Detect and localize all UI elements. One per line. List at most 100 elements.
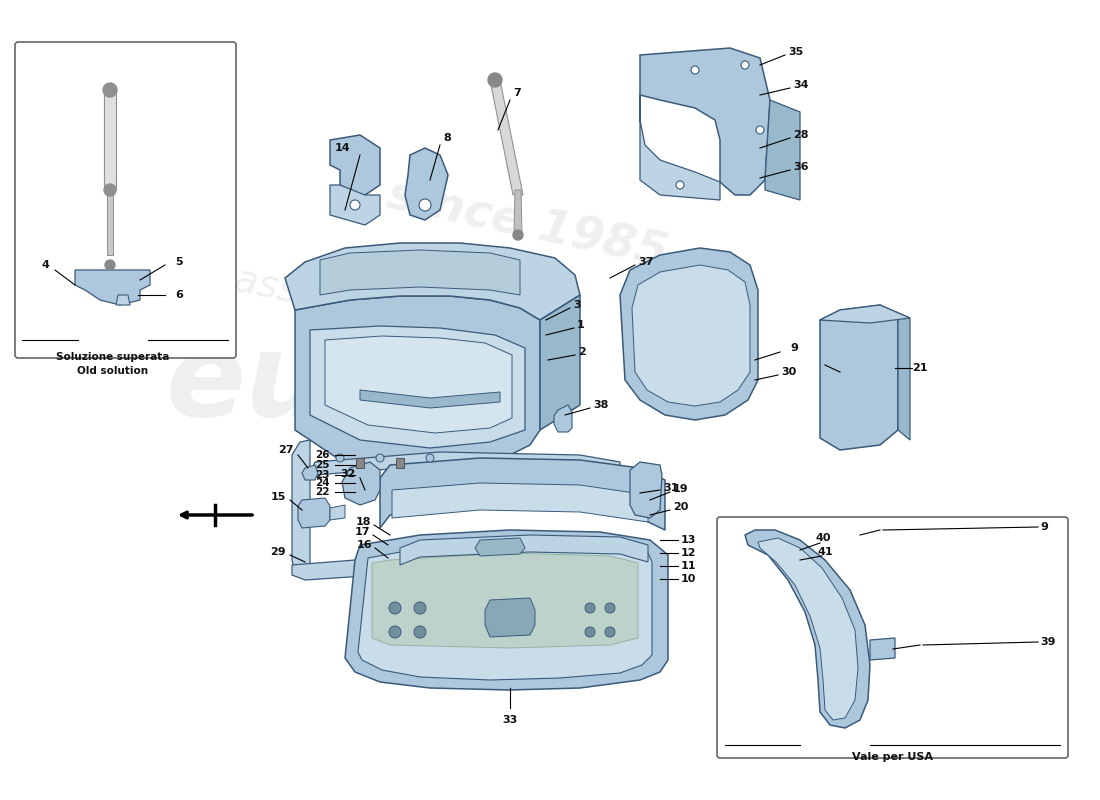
Text: 36: 36 [793,162,808,172]
Polygon shape [640,95,720,200]
Text: 9: 9 [1040,522,1048,532]
Polygon shape [342,462,380,505]
Polygon shape [870,638,895,660]
Circle shape [676,181,684,189]
Text: 22: 22 [316,487,330,497]
Polygon shape [107,190,113,255]
Text: 38: 38 [593,400,608,410]
Circle shape [414,626,426,638]
Polygon shape [330,505,345,520]
Circle shape [513,230,522,240]
Text: 17: 17 [354,527,370,537]
Polygon shape [758,538,858,720]
Text: 18: 18 [355,517,371,527]
Polygon shape [330,185,380,225]
Text: 20: 20 [673,502,689,512]
Polygon shape [324,336,512,433]
Text: 37: 37 [638,257,653,267]
Text: 6: 6 [175,290,183,300]
Text: 9: 9 [790,343,798,353]
Text: 39: 39 [1040,637,1056,647]
Polygon shape [295,296,540,470]
Polygon shape [745,530,870,728]
Polygon shape [310,452,620,475]
Text: 34: 34 [793,80,808,90]
Polygon shape [880,305,910,440]
Circle shape [585,627,595,637]
Polygon shape [764,100,800,200]
Circle shape [419,199,431,211]
Polygon shape [116,295,130,305]
Text: 26: 26 [316,450,330,460]
Text: 19: 19 [673,484,689,494]
Polygon shape [372,553,638,648]
Polygon shape [360,390,500,408]
Polygon shape [379,458,666,530]
Text: a passion for parts: a passion for parts [170,248,534,360]
Polygon shape [396,458,404,468]
Polygon shape [485,598,535,637]
Polygon shape [298,498,330,528]
Text: 28: 28 [793,130,808,140]
Circle shape [585,603,595,613]
Text: 5: 5 [175,257,183,267]
Circle shape [488,73,502,87]
Polygon shape [820,305,898,450]
Polygon shape [620,248,758,420]
Text: 21: 21 [912,363,927,373]
Polygon shape [345,530,668,690]
Polygon shape [405,148,448,220]
Polygon shape [392,483,648,522]
Polygon shape [632,265,750,406]
Polygon shape [400,535,648,565]
Polygon shape [330,135,380,195]
Polygon shape [285,243,580,320]
Text: Vale per USA: Vale per USA [851,752,933,762]
Circle shape [756,126,764,134]
Circle shape [350,200,360,210]
Text: 35: 35 [788,47,803,57]
Text: 40: 40 [816,533,832,543]
Polygon shape [514,190,522,235]
Polygon shape [75,270,150,305]
Polygon shape [356,458,364,468]
Polygon shape [820,305,910,323]
Polygon shape [292,558,379,580]
Text: 4: 4 [41,260,48,270]
Polygon shape [540,295,580,430]
Text: 12: 12 [681,548,696,558]
Text: Old solution: Old solution [77,366,148,376]
Polygon shape [104,90,116,190]
Text: 1: 1 [578,320,585,330]
Circle shape [414,602,426,614]
Text: since 1985: since 1985 [384,172,672,276]
Text: 13: 13 [681,535,696,545]
Polygon shape [302,465,318,480]
Polygon shape [490,80,522,195]
Text: 30: 30 [781,367,796,377]
Circle shape [426,454,434,462]
Text: 3: 3 [573,300,581,310]
Polygon shape [292,440,310,575]
Text: 33: 33 [503,715,518,725]
Text: 7: 7 [513,88,520,98]
Text: euroc: euroc [165,326,539,442]
Polygon shape [320,250,520,295]
Circle shape [103,83,117,97]
Circle shape [336,454,344,462]
Text: 41: 41 [818,547,834,557]
Text: 11: 11 [681,561,696,571]
Text: 8: 8 [443,133,451,143]
FancyBboxPatch shape [15,42,236,358]
Circle shape [376,454,384,462]
Circle shape [389,602,402,614]
Text: 2: 2 [578,347,585,357]
Circle shape [605,627,615,637]
Circle shape [104,184,116,196]
Text: 32: 32 [341,469,356,479]
Text: 31: 31 [663,483,679,493]
Text: 10: 10 [681,574,696,584]
Text: 25: 25 [316,460,330,470]
Text: 27: 27 [278,445,294,455]
Circle shape [691,66,698,74]
